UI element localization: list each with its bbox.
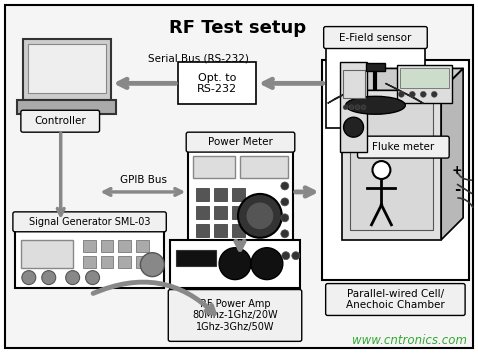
Circle shape [281,214,289,222]
Circle shape [372,161,391,179]
Text: +: + [452,163,462,176]
FancyBboxPatch shape [100,240,113,252]
FancyBboxPatch shape [21,110,99,132]
Circle shape [398,91,404,97]
FancyBboxPatch shape [83,240,96,252]
FancyBboxPatch shape [13,212,166,232]
FancyBboxPatch shape [136,256,149,268]
FancyBboxPatch shape [5,5,473,348]
FancyBboxPatch shape [401,68,449,88]
FancyBboxPatch shape [168,289,302,341]
Circle shape [292,252,300,260]
Text: Controller: Controller [34,116,86,126]
Circle shape [281,182,289,190]
Circle shape [238,194,282,238]
FancyBboxPatch shape [188,148,293,258]
Circle shape [86,271,99,285]
Text: Signal Generator SML-03: Signal Generator SML-03 [29,217,151,227]
FancyBboxPatch shape [17,100,117,114]
Text: RF Test setup: RF Test setup [169,19,306,37]
Circle shape [42,271,56,285]
FancyBboxPatch shape [136,240,149,252]
Circle shape [344,117,363,137]
FancyBboxPatch shape [23,38,110,100]
FancyBboxPatch shape [326,38,425,128]
FancyBboxPatch shape [196,224,209,237]
Circle shape [65,271,80,285]
FancyBboxPatch shape [170,240,300,288]
Circle shape [431,91,437,97]
FancyBboxPatch shape [119,240,131,252]
FancyBboxPatch shape [176,250,216,266]
Circle shape [246,202,274,230]
Text: E-Field sensor: E-Field sensor [339,32,412,43]
FancyBboxPatch shape [343,70,365,98]
FancyBboxPatch shape [214,188,227,201]
FancyBboxPatch shape [397,65,452,103]
Circle shape [141,253,164,277]
FancyBboxPatch shape [186,132,295,152]
Circle shape [409,91,415,97]
FancyBboxPatch shape [342,90,441,240]
FancyBboxPatch shape [322,60,469,280]
Circle shape [281,230,289,238]
Text: www.cntronics.com: www.cntronics.com [352,334,467,347]
FancyBboxPatch shape [196,188,209,201]
Text: RF Power Amp
80Mhz-1Ghz/20W
1Ghz-3Ghz/50W: RF Power Amp 80Mhz-1Ghz/20W 1Ghz-3Ghz/50… [192,299,278,332]
FancyBboxPatch shape [119,256,131,268]
FancyBboxPatch shape [326,283,465,316]
FancyBboxPatch shape [53,110,81,115]
Circle shape [420,91,426,97]
Polygon shape [385,83,424,103]
FancyBboxPatch shape [232,188,245,201]
FancyBboxPatch shape [214,206,227,219]
Circle shape [22,271,36,285]
Polygon shape [342,68,463,90]
Polygon shape [327,83,366,103]
Text: Power Meter: Power Meter [208,137,273,147]
FancyBboxPatch shape [196,206,209,219]
FancyBboxPatch shape [15,230,164,288]
Circle shape [355,105,360,110]
FancyBboxPatch shape [358,136,449,158]
FancyBboxPatch shape [324,26,427,48]
FancyBboxPatch shape [193,156,235,178]
FancyBboxPatch shape [232,206,245,219]
Polygon shape [441,68,463,240]
FancyBboxPatch shape [21,240,73,268]
FancyBboxPatch shape [366,64,385,71]
Text: GPIB Bus: GPIB Bus [120,175,167,185]
Circle shape [219,248,251,280]
Circle shape [281,198,289,206]
FancyBboxPatch shape [240,156,288,178]
FancyBboxPatch shape [178,62,256,104]
Circle shape [282,252,290,260]
Text: Serial Bus (RS-232): Serial Bus (RS-232) [148,53,249,64]
FancyBboxPatch shape [339,62,368,152]
Text: Opt. to
RS-232: Opt. to RS-232 [197,73,237,94]
Text: Parallel-wired Cell/
Anechoic Chamber: Parallel-wired Cell/ Anechoic Chamber [346,289,445,310]
Circle shape [361,105,366,110]
Text: -: - [454,183,460,197]
FancyBboxPatch shape [100,256,113,268]
FancyBboxPatch shape [349,100,433,230]
FancyBboxPatch shape [232,224,245,237]
Text: Fluke meter: Fluke meter [372,142,435,152]
Circle shape [251,248,283,280]
Circle shape [343,105,348,110]
FancyBboxPatch shape [83,256,96,268]
FancyBboxPatch shape [28,43,106,93]
FancyBboxPatch shape [214,224,227,237]
Circle shape [349,105,354,110]
Ellipse shape [346,96,405,114]
